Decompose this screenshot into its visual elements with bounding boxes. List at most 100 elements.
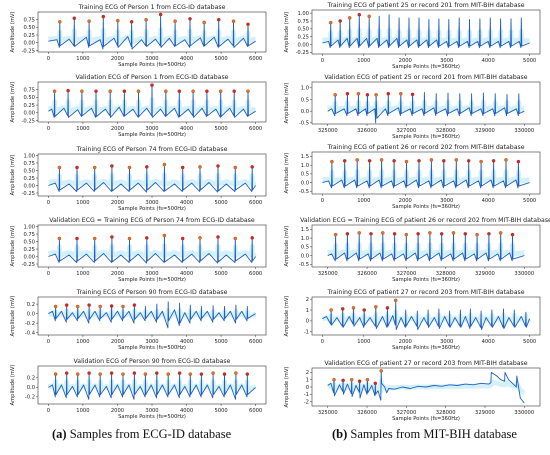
r-peak-marker [98,304,102,309]
x-tick-label: 1000 [76,56,89,62]
x-tick-label: 5000 [214,56,227,62]
x-tick-label: 2000 [399,58,412,64]
r-peak-marker [58,20,62,24]
y-axis-label: Amplitude (mV) [284,367,290,408]
r-peak-marker [75,165,79,170]
r-peak-marker [109,304,114,308]
r-peak-marker [373,381,378,386]
r-peak-marker [404,159,409,164]
x-tick-label: 5000 [214,126,227,132]
y-tick-label: 0.00 [297,42,309,48]
r-peak-marker [381,231,385,235]
ecg-signal-line [322,14,530,49]
y-tick-label: -0.5 [299,121,309,127]
x-axis-label: Sample Points (fs=500Hz) [118,277,186,283]
r-peak-marker [64,371,69,375]
caption-b-tag: (b) [332,427,348,441]
chart-panel-9: Training ECG of patient 26 or record 202… [284,144,541,210]
y-tick-label: 0 [306,319,309,325]
r-peak-marker [347,16,352,20]
y-tick-label: -0.2 [25,395,35,401]
r-peak-marker [349,377,354,382]
r-peak-marker [177,371,182,375]
r-peak-marker [122,89,127,93]
r-peak-marker [164,89,168,93]
chart-title: Validation ECG = Training ECG of patient… [300,217,550,224]
r-peak-marker [162,162,167,167]
x-axis-label: Sample Points (fs=360Hz) [392,64,460,70]
y-tick-label: -0.25 [22,118,35,124]
chart-panel-3: Training ECG of Person 74 from ECG-ID da… [10,146,267,212]
r-peak-marker [392,232,397,236]
y-tick-label: 0.0 [27,385,35,391]
r-peak-marker [338,19,342,23]
x-tick-label: 2000 [111,126,124,132]
r-peak-marker [108,89,112,93]
r-peak-marker [232,89,236,93]
r-peak-marker [218,89,223,93]
r-peak-marker [127,236,132,241]
r-peak-marker [428,231,432,235]
r-peak-marker [357,12,362,17]
r-peak-marker [222,372,227,376]
x-tick-label: 5000 [523,198,536,204]
x-tick-label: 2000 [111,56,124,62]
x-tick-label: 326000 [357,410,377,416]
chart-panel-1: Training ECG of Person 1 from ECG-ID dat… [10,4,267,68]
r-peak-marker [516,159,521,164]
chart-panel-7: Training ECG of patient 25 or record 201… [284,2,541,70]
chart-panel-8: Validation ECG of patient 25 or record 2… [284,74,541,140]
y-tick-label: -0.5 [299,262,309,268]
r-peak-marker [351,306,356,310]
x-tick-label: 1000 [76,339,89,345]
r-peak-marker [136,89,141,93]
chart-title: Training ECG of Person 74 from ECG-ID da… [76,146,228,153]
r-peak-marker [233,165,238,170]
r-peak-marker [66,88,70,93]
r-peak-marker [442,159,446,163]
x-axis-label: Sample Points (fs=500Hz) [118,414,186,420]
y-axis-label: Amplitude (mV) [284,83,290,124]
r-peak-marker [379,158,384,162]
r-peak-marker [145,165,149,169]
x-tick-label: 3000 [145,200,158,206]
y-tick-label: 1.00 [23,224,35,230]
r-peak-marker [158,12,163,17]
r-peak-marker [173,19,177,23]
y-tick-label: 0.75 [23,87,35,93]
y-tick-label: -0.25 [22,191,35,197]
r-peak-marker [374,93,378,97]
x-tick-label: 3000 [145,126,158,132]
y-tick-label: 0.2 [27,302,35,308]
x-tick-label: 326000 [357,271,377,277]
r-peak-marker [216,17,221,22]
x-tick-label: 1000 [357,58,370,64]
r-peak-marker [216,235,220,239]
x-tick-label: 1000 [76,408,89,414]
chart-panel-6: Validation ECG of Person 90 from ECG-ID … [10,358,267,420]
x-tick-label: 6000 [249,408,262,414]
y-tick-label: 1.00 [23,153,35,159]
r-peak-marker [57,236,62,241]
x-tick-label: 325000 [318,128,338,134]
ecg-signal-line [327,232,525,262]
y-tick-label: -0.25 [296,50,309,56]
y-tick-label: 0.75 [23,232,35,238]
x-tick-label: 4000 [180,56,193,62]
r-peak-marker [439,232,444,236]
y-axis-label: Amplitude (mV) [284,153,290,194]
y-tick-label: 0 [306,385,309,391]
r-peak-marker [333,93,337,97]
r-peak-marker [166,372,170,376]
y-axis-label: Amplitude (mV) [284,226,290,267]
x-tick-label: 5000 [214,339,227,345]
y-tick-label: 0.0 [27,311,35,317]
x-tick-label: 5000 [214,271,227,277]
r-peak-marker [198,165,202,169]
r-peak-marker [75,236,79,241]
x-tick-label: 6000 [249,200,262,206]
x-tick-label: 1000 [76,271,89,277]
y-tick-label: 2 [306,370,309,376]
x-axis-label: Sample Points (fs=500Hz) [118,206,186,212]
